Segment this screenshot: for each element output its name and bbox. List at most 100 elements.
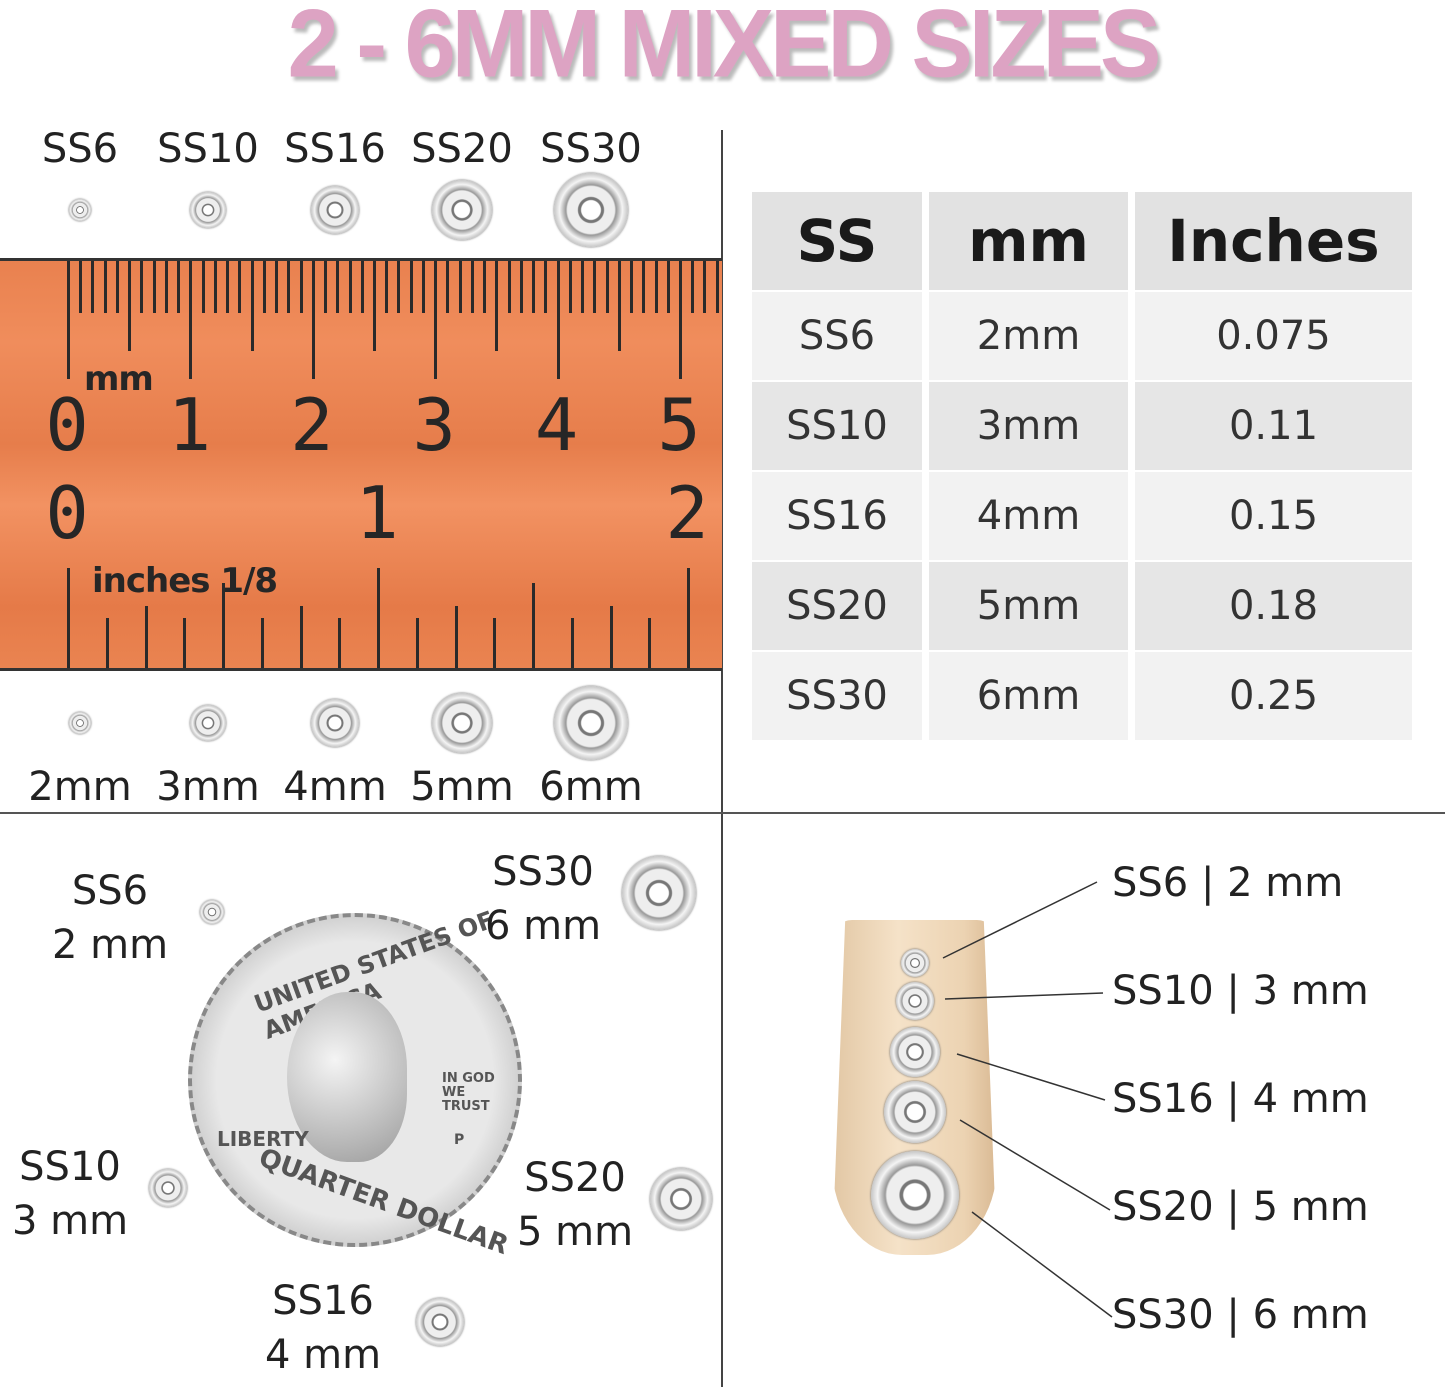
mm-label: 6mm — [539, 764, 643, 810]
rhinestone-icon — [554, 173, 628, 247]
size-label: SS10 — [157, 126, 259, 172]
vertical-divider — [721, 130, 723, 1387]
table-row: SS16 4mm 0.15 — [752, 472, 1412, 560]
size-label: SS20 — [411, 126, 513, 172]
mm-tick — [262, 261, 266, 313]
rhinestone-icon — [901, 949, 929, 977]
coin-label-ss20: SS20 5 mm — [516, 1155, 634, 1255]
mm-label: 3mm — [156, 764, 260, 810]
cell: 6mm — [929, 652, 1128, 740]
eighth-inch-tick — [67, 568, 70, 668]
rhinestone-icon — [650, 1168, 712, 1230]
cell: 0.18 — [1135, 562, 1412, 650]
mm-tick — [581, 261, 585, 313]
mm-tick — [164, 261, 168, 313]
mm-tick — [385, 261, 389, 313]
mm-tick — [336, 261, 340, 313]
eighth-inch-tick — [338, 618, 342, 668]
mm-tick — [679, 261, 682, 379]
cell: 5mm — [929, 562, 1128, 650]
eighth-inch-tick — [687, 568, 690, 668]
ruler-cm-number: 0 — [45, 383, 89, 467]
eighth-inch-tick — [454, 606, 458, 668]
horizontal-divider — [0, 812, 1445, 814]
eighth-inch-tick — [144, 606, 148, 668]
mm-tick — [605, 261, 609, 313]
mm-tick — [630, 261, 634, 313]
nail-label: SS30 | 6 mm — [1112, 1292, 1369, 1338]
eighth-inch-tick — [299, 606, 303, 668]
mm-tick — [373, 261, 376, 351]
table-row: SS30 6mm 0.25 — [752, 652, 1412, 740]
eighth-inch-tick — [493, 618, 497, 668]
mm-tick — [446, 261, 450, 313]
mm-tick — [348, 261, 352, 313]
mm-label: 4mm — [283, 764, 387, 810]
ruler-inch-number: 1 — [355, 471, 399, 555]
rhinestone-icon — [871, 1151, 959, 1239]
mm-tick — [593, 261, 597, 313]
cell: 3mm — [929, 382, 1128, 470]
mm-tick — [507, 261, 511, 313]
size-table: SS mm Inches SS6 2mm 0.075 SS10 3mm 0.11 SS1… — [745, 190, 1419, 742]
eighth-inch-tick — [222, 583, 225, 668]
leader-line — [971, 1211, 1113, 1318]
eighth-inch-tick — [648, 618, 652, 668]
mm-tick — [67, 261, 70, 379]
ruler-inch-number: 0 — [45, 471, 89, 555]
mm-tick — [152, 261, 156, 313]
mm-tick — [617, 261, 621, 351]
header-inches: Inches — [1135, 192, 1412, 290]
mm-tick — [238, 261, 242, 313]
table-header-row: SS mm Inches — [752, 192, 1412, 290]
mm-tick — [140, 261, 144, 313]
size-label: SS16 — [284, 126, 386, 172]
ruler-cm-number: 5 — [657, 383, 701, 467]
header-ss: SS — [752, 192, 922, 290]
mm-tick — [544, 261, 548, 313]
table-row: SS10 3mm 0.11 — [752, 382, 1412, 470]
mm-tick — [532, 261, 536, 313]
rhinestone-icon — [69, 199, 91, 221]
mm-tick — [360, 261, 364, 313]
mm-tick — [226, 261, 230, 313]
rhinestone-icon — [149, 1169, 187, 1207]
rhinestone-icon — [200, 900, 224, 924]
mm-tick — [421, 261, 425, 313]
mm-tick — [287, 261, 291, 313]
mm-tick — [177, 261, 181, 313]
rhinestone-icon — [554, 686, 628, 760]
cell: SS20 — [752, 562, 922, 650]
mm-tick — [201, 261, 205, 313]
mm-tick — [666, 261, 670, 313]
cell: 2mm — [929, 292, 1128, 380]
coin-label-ss16: SS16 4 mm — [264, 1278, 382, 1378]
mm-tick — [703, 261, 707, 313]
mm-label: 5mm — [410, 764, 514, 810]
eighth-inch-tick — [570, 618, 574, 668]
mm-tick — [91, 261, 95, 313]
rhinestone-icon — [432, 693, 492, 753]
ruler-cm-number: 1 — [167, 383, 212, 467]
leader-line — [942, 881, 1098, 959]
size-label: SS30 — [540, 126, 642, 172]
cell: 0.11 — [1135, 382, 1412, 470]
cell: 4mm — [929, 472, 1128, 560]
cell: SS6 — [752, 292, 922, 380]
mm-tick — [275, 261, 279, 313]
page-title: 2 - 6MM MIXED SIZES — [287, 0, 1162, 98]
cell: SS30 — [752, 652, 922, 740]
mm-tick — [556, 261, 560, 379]
eighth-inch-tick — [377, 568, 380, 668]
mm-tick — [189, 261, 193, 379]
nail-label: SS16 | 4 mm — [1112, 1076, 1369, 1122]
rhinestone-icon — [69, 712, 91, 734]
coin-label-ss30: SS30 6 mm — [484, 849, 602, 949]
rhinestone-icon — [890, 1027, 940, 1077]
header-mm: mm — [929, 192, 1128, 290]
rhinestone-icon — [622, 856, 696, 930]
mm-tick — [115, 261, 119, 313]
mm-tick — [103, 261, 107, 313]
rhinestone-icon — [416, 1298, 464, 1346]
